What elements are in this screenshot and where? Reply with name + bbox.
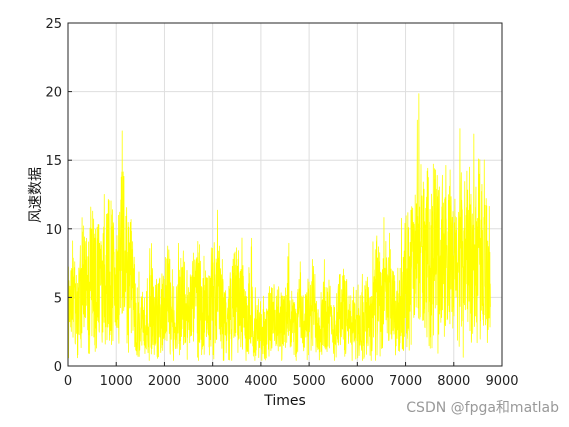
y-axis-label: 风速数据 — [28, 167, 44, 223]
x-tick-label: 5000 — [293, 374, 326, 389]
y-tick-label: 0 — [54, 360, 62, 375]
x-tick-label: 6000 — [341, 374, 374, 389]
y-tick-labels: 0 5 10 15 20 25 — [45, 17, 62, 375]
x-tick-label: 2000 — [148, 374, 181, 389]
y-tick-label: 10 — [45, 223, 62, 238]
x-tick-label: 0 — [64, 374, 72, 389]
x-tick-label: 4000 — [244, 374, 277, 389]
x-tick-label: 3000 — [196, 374, 229, 389]
x-tick-label: 1000 — [100, 374, 133, 389]
x-axis-label: Times — [263, 393, 306, 409]
x-tick-labels: 0 1000 2000 3000 4000 5000 6000 7000 8000 9000 — [64, 374, 519, 389]
y-tick-label: 20 — [45, 86, 62, 101]
series-line — [67, 93, 491, 361]
y-tick-label: 15 — [45, 154, 62, 169]
tick-marks — [67, 22, 503, 367]
watermark-text: CSDN @fpga和matlab — [406, 400, 559, 416]
x-tick-label: 8000 — [437, 374, 470, 389]
series-layer — [67, 93, 491, 361]
x-tick-label: 9000 — [485, 374, 518, 389]
x-tick-label: 7000 — [389, 374, 422, 389]
y-tick-label: 25 — [45, 17, 62, 32]
y-tick-label: 5 — [54, 291, 62, 306]
axes-box — [67, 22, 503, 367]
